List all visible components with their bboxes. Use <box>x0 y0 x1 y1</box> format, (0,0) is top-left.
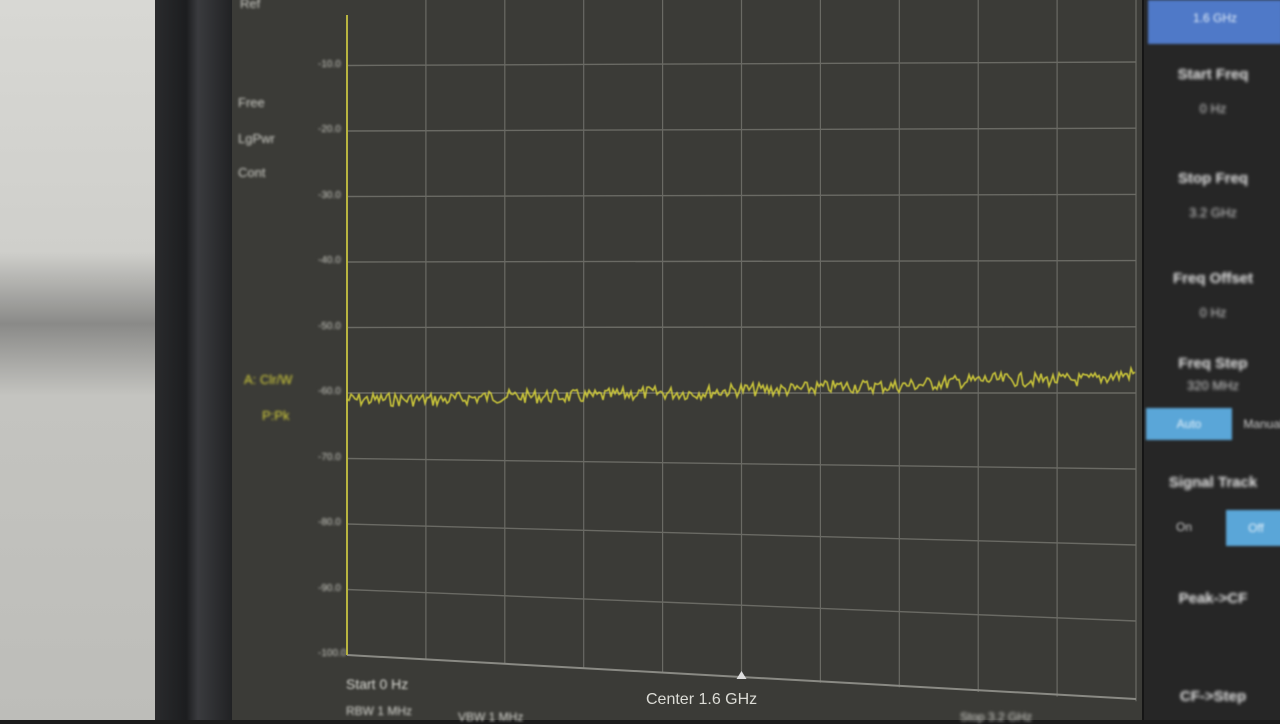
freq-step-auto-button[interactable]: Auto <box>1146 408 1232 440</box>
rbw-readout: RBW 1 MHz <box>346 704 412 718</box>
start-freq-value: 0 Hz <box>1199 101 1227 116</box>
y-tick-label: -30.0 <box>318 189 341 201</box>
y-tick-label: -60.0 <box>318 386 341 397</box>
y-tick-label: -70.0 <box>318 451 341 463</box>
grid-hline <box>346 61 1137 67</box>
freq-step-value: 320 MHz <box>1186 378 1240 393</box>
softkey-panel: 1.6 GHz Start Freq 0 Hz Stop Freq 3.2 GHz … <box>1142 0 1280 720</box>
signal-track-on-button[interactable]: On <box>1175 520 1192 534</box>
grid-hline <box>346 588 1137 622</box>
background-scene <box>0 0 158 720</box>
start-freq-readout: Start 0 Hz <box>346 676 409 692</box>
center-marker-icon <box>736 671 747 679</box>
freq-offset-softkey[interactable]: Freq Offset 0 Hz <box>1144 270 1280 320</box>
start-freq-softkey[interactable]: Start Freq 0 Hz <box>1144 66 1280 116</box>
freq-offset-label: Freq Offset <box>1172 270 1253 287</box>
center-freq-readout: Center 1.6 GHz <box>646 691 758 708</box>
start-freq-label: Start Freq <box>1177 66 1249 83</box>
freq-step-softkey[interactable]: Freq Step 320 MHz <box>1144 355 1280 393</box>
grid-hline <box>346 523 1137 546</box>
peak-to-cf-softkey[interactable]: Peak->CF <box>1178 590 1248 607</box>
trace-p-label: P:Pk <box>262 408 290 423</box>
y-tick-label: -100.0 <box>318 648 347 659</box>
trace-line <box>346 365 1136 408</box>
stop-freq-label: Stop Freq <box>1178 170 1248 187</box>
freq-step-manual-button[interactable]: Manual <box>1243 417 1280 431</box>
ref-label: Ref <box>240 0 261 11</box>
grid-hline <box>346 457 1137 470</box>
stop-freq-softkey[interactable]: Stop Freq 3.2 GHz <box>1144 170 1280 220</box>
signal-track-off-button[interactable]: Off <box>1226 510 1280 546</box>
grid-hline <box>346 326 1137 329</box>
analyzer-screen <box>232 0 1142 720</box>
y-tick-label: -40.0 <box>318 255 341 266</box>
center-freq-button[interactable]: 1.6 GHz <box>1148 0 1280 44</box>
trace-a-label: A: Clr/W <box>244 372 293 387</box>
y-tick-label: -50.0 <box>318 320 341 332</box>
mode-lgpwr: LgPwr <box>238 131 275 146</box>
grid-hline <box>346 127 1137 132</box>
spectrum-plot <box>346 0 1137 702</box>
y-tick-label: -20.0 <box>318 124 341 135</box>
freq-step-label: Freq Step <box>1178 355 1248 372</box>
signal-track-label: Signal Track <box>1168 474 1258 491</box>
mode-cont: Cont <box>238 165 266 180</box>
stop-freq-value: 3.2 GHz <box>1189 205 1237 220</box>
mode-free: Free <box>238 95 265 110</box>
monitor-bezel <box>155 0 233 720</box>
cf-to-step-softkey[interactable]: CF->Step <box>1179 688 1247 705</box>
y-tick-label: -10.0 <box>318 58 341 70</box>
grid-hline <box>346 259 1137 263</box>
stop-freq-readout: Stop 3.2 GHz <box>960 710 1033 724</box>
grid-hline <box>346 193 1137 198</box>
vbw-readout: VBW 1 MHz <box>458 710 524 724</box>
y-tick-label: -90.0 <box>318 582 341 594</box>
freq-offset-value: 0 Hz <box>1199 305 1227 320</box>
y-tick-label: -80.0 <box>318 517 341 528</box>
